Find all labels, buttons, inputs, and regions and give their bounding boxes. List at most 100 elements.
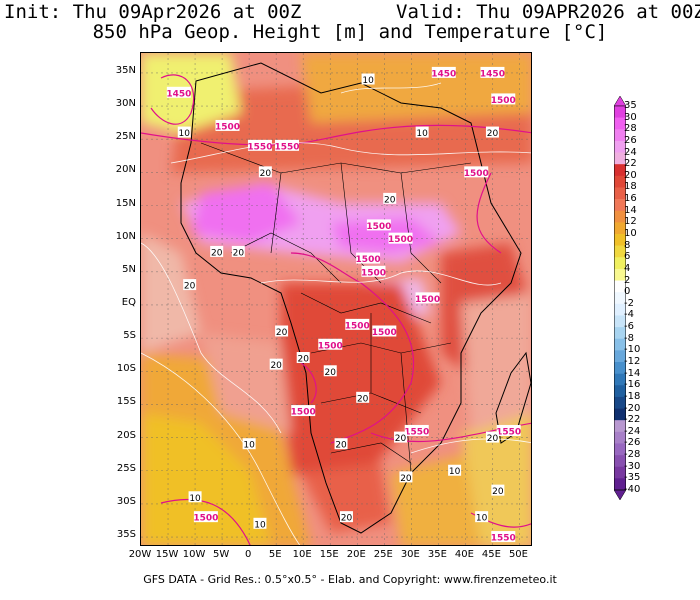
contour-label-bg [496, 424, 521, 436]
height-contour-label: 1550 [274, 142, 299, 152]
colorbar-tick-label: -6 [624, 321, 634, 333]
height-contour-label: 1500 [318, 341, 343, 351]
height-contour-label: 1500 [291, 408, 316, 418]
temperature-contour-label: 20 [325, 368, 337, 378]
valid-time-label: Valid: Thu 09APR2026 at 00Z [396, 1, 700, 23]
contour-label-bg [231, 245, 245, 257]
longitude-tick-label: 5E [268, 549, 282, 560]
colorbar-tick-label: -2 [624, 297, 634, 309]
colorbar-tick-label: 20 [624, 169, 637, 181]
temperature-contour-label: 20 [400, 474, 412, 484]
height-contour-label: 1500 [193, 514, 218, 524]
colorbar-segment [614, 222, 626, 235]
colorbar-tick-label: -26 [624, 437, 641, 449]
colorbar-tick-label: -35 [624, 472, 641, 484]
height-contour-label: 1500 [464, 169, 489, 179]
colorbar-tick-label: 8 [624, 239, 631, 251]
data-credit-footer: GFS DATA - Grid Res.: 0.5°x0.5° - Elab. … [143, 573, 557, 586]
height-contour-label: 1500 [361, 268, 386, 278]
latitude-tick-label: 15S [116, 396, 136, 408]
colorbar-tick-label: -8 [624, 332, 634, 344]
colorbar-tick-label: 35 [624, 100, 637, 111]
contour-label-bg [475, 511, 489, 523]
contour-label-bg [188, 491, 202, 503]
latitude-tick-label: 10S [116, 363, 136, 375]
height-contour-label: 1500 [388, 235, 413, 245]
contour-label-bg [356, 391, 370, 403]
colorbar-tick-label: -16 [624, 379, 641, 391]
temperature-contour-label: 20 [270, 361, 282, 371]
temperature-contours [141, 82, 531, 545]
longitude-tick-label: 25E [373, 549, 393, 560]
temperature-contour-label: 10 [254, 520, 266, 530]
temperature-contour-label: 20 [211, 248, 223, 258]
longitude-tick-label: 15E [319, 549, 339, 560]
colorbar-segment [614, 117, 626, 130]
contour-label-bg [356, 252, 381, 264]
colorbar-segment [614, 303, 626, 316]
height-contour-label: 1500 [372, 328, 397, 338]
temperature-colorbar [614, 96, 626, 500]
contour-label-bg [464, 166, 489, 178]
height-contour-label: 1550 [491, 534, 516, 544]
temperature-contour-label: 10 [189, 494, 201, 504]
colorbar-segment [614, 362, 626, 374]
contour-label-bg [183, 279, 197, 291]
height-contour-label: 1550 [496, 427, 521, 437]
temperature-contour-label: 20 [297, 355, 309, 365]
contour-label-bg [215, 119, 240, 131]
contour-label-bg [177, 126, 191, 138]
contour-label-bg [291, 405, 316, 417]
colorbar-tick-label: 18 [624, 181, 637, 193]
colorbar-segment [614, 140, 626, 153]
colorbar-segment [614, 164, 626, 177]
init-time-label: Init: Thu 09Apr2026 at 00Z [4, 1, 302, 23]
colorbar-tick-label: 28 [624, 123, 637, 135]
colorbar-segment [614, 210, 626, 223]
latitude-tick-label: 15N [115, 197, 136, 209]
height-contour-label: 1550 [247, 142, 272, 152]
contour-label-bg [253, 517, 267, 529]
contour-label-bg [480, 66, 505, 78]
colorbar-tick-label: 30 [624, 111, 637, 123]
colorbar-tick-label: 24 [624, 146, 637, 158]
longitude-tick-label: 50E [508, 549, 528, 560]
height-contour-label: 1500 [491, 96, 516, 106]
colorbar-tick-label: 26 [624, 134, 637, 146]
longitude-tick-label: 35E [427, 549, 447, 560]
temperature-contour-label: 10 [449, 467, 461, 477]
contour-label-bg [193, 511, 218, 523]
contour-label-bg [296, 352, 310, 364]
longitude-tick-label: 10W [182, 549, 206, 560]
colorbar-segment [614, 175, 626, 188]
colorbar-segment [614, 327, 626, 340]
contour-label-bg [318, 338, 343, 350]
colorbar-tick-label: 12 [624, 216, 637, 228]
chart-title: 850 hPa Geop. Height [m] and Temperature… [92, 21, 608, 43]
colorbar-segment [614, 338, 626, 351]
colorbar-tick-label: -12 [624, 356, 641, 367]
colorbar-tick-label: -20 [624, 402, 641, 414]
height-contour-label: 1450 [166, 89, 191, 99]
colorbar-segment [614, 152, 626, 165]
height-contour-label: 1500 [366, 222, 391, 232]
colorbar-tick-label: 2 [624, 274, 631, 286]
colorbar-tick-label: 0 [624, 286, 631, 298]
longitude-tick-label: 10E [292, 549, 312, 560]
contour-label-bg [323, 365, 337, 377]
contour-label-bg [388, 232, 413, 244]
colorbar-tick-label: 14 [624, 204, 637, 216]
longitude-tick-label: 5W [212, 549, 230, 560]
contour-label-bg [372, 325, 397, 337]
contour-label-bg [491, 531, 516, 543]
colorbar-tick-label: -22 [624, 414, 641, 426]
height-contours [141, 74, 531, 545]
colorbar-segment [614, 466, 626, 479]
latitude-tick-label: 5S [123, 330, 136, 342]
colorbar-segment [614, 455, 626, 468]
colorbar-segment [614, 292, 626, 305]
contour-label-bg [361, 73, 375, 85]
colorbar-segment [614, 199, 626, 212]
colorbar-tick-label: -40 [624, 484, 641, 495]
colorbar-segment [614, 245, 626, 258]
